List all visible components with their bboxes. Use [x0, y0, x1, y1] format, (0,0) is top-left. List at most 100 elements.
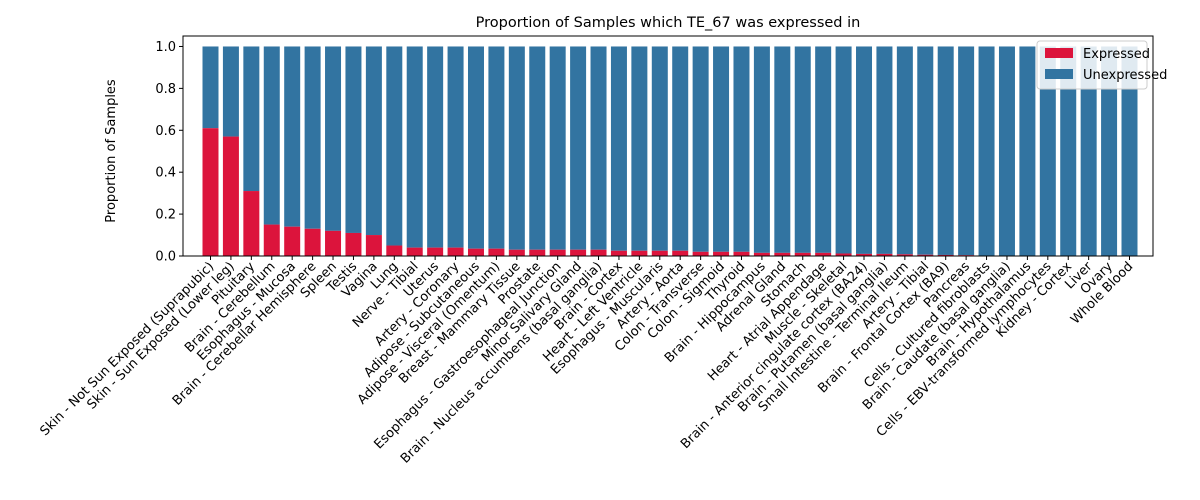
bar-expressed [590, 249, 607, 256]
bar-expressed [365, 235, 382, 256]
bars-layer [202, 46, 1138, 256]
bar-unexpressed [631, 46, 648, 251]
bar-unexpressed [222, 46, 239, 137]
bar-expressed [406, 247, 423, 256]
bar-unexpressed [937, 46, 954, 255]
chart-title: Proportion of Samples which TE_67 was ex… [476, 15, 861, 31]
bar-unexpressed [467, 46, 484, 249]
bar-expressed [610, 250, 627, 256]
bar-unexpressed [815, 46, 832, 253]
y-tick-label: 0.4 [155, 166, 176, 181]
bar-unexpressed [651, 46, 668, 251]
bar-expressed [570, 249, 587, 256]
bar-expressed [345, 232, 362, 256]
bar-expressed [713, 251, 730, 256]
bar-unexpressed [488, 46, 505, 249]
legend-label-unexpressed: Unexpressed [1083, 68, 1167, 83]
bar-expressed [467, 248, 484, 256]
bar-expressed [794, 252, 811, 256]
bar-expressed [386, 245, 403, 256]
bar-unexpressed [958, 46, 975, 256]
bar-expressed [549, 249, 566, 256]
bar-unexpressed [917, 46, 934, 255]
bar-expressed [447, 247, 464, 256]
bar-expressed [222, 136, 239, 256]
bar-expressed [774, 252, 791, 256]
bar-unexpressed [447, 46, 464, 248]
bar-unexpressed [1019, 46, 1036, 256]
bar-unexpressed [753, 46, 770, 253]
y-tick-label: 0.8 [155, 82, 176, 97]
legend: Expressed Unexpressed [1036, 40, 1167, 90]
bar-expressed [917, 254, 934, 256]
bar-unexpressed [406, 46, 423, 248]
bar-unexpressed [570, 46, 587, 250]
bar-expressed [651, 250, 668, 256]
legend-label-expressed: Expressed [1083, 47, 1150, 62]
bar-expressed [202, 128, 219, 256]
x-axis-ticks: Skin - Not Sun Exposed (Suprapubic)Skin … [37, 256, 1136, 467]
bar-expressed [896, 254, 913, 256]
bar-expressed [937, 254, 954, 256]
bar-unexpressed [794, 46, 811, 253]
bar-unexpressed [1101, 46, 1118, 256]
bar-unexpressed [692, 46, 709, 252]
bar-expressed [529, 249, 546, 256]
legend-swatch-expressed [1045, 48, 1073, 58]
y-tick-label: 0.2 [155, 208, 176, 223]
bar-expressed [753, 252, 770, 256]
bar-expressed [835, 253, 852, 256]
bar-expressed [692, 251, 709, 256]
bar-unexpressed [263, 46, 280, 225]
bar-expressed [325, 230, 342, 256]
bar-unexpressed [713, 46, 730, 252]
bar-expressed [488, 248, 505, 256]
y-tick-label: 0.0 [155, 250, 176, 265]
bar-unexpressed [1121, 46, 1138, 256]
bar-expressed [815, 252, 832, 256]
bar-expressed [733, 251, 750, 256]
bar-expressed [427, 247, 444, 256]
bar-unexpressed [1039, 46, 1056, 256]
bar-expressed [284, 226, 301, 256]
bar-expressed [672, 250, 689, 256]
bar-unexpressed [774, 46, 791, 253]
bar-unexpressed [590, 46, 607, 250]
bar-unexpressed [896, 46, 913, 255]
bar-unexpressed [386, 46, 403, 246]
bar-expressed [243, 191, 260, 256]
bar-unexpressed [733, 46, 750, 252]
bar-unexpressed [549, 46, 566, 250]
y-axis-ticks: 0.0 0.2 0.4 0.6 0.8 1.0 [155, 40, 183, 265]
bar-expressed [508, 249, 525, 256]
bar-unexpressed [876, 46, 893, 254]
y-tick-label: 0.6 [155, 124, 176, 139]
bar-unexpressed [508, 46, 525, 250]
bar-expressed [304, 228, 321, 256]
bar-unexpressed [365, 46, 382, 236]
bar-expressed [631, 250, 648, 256]
bar-unexpressed [672, 46, 689, 251]
bar-expressed [263, 224, 280, 256]
bar-unexpressed [345, 46, 362, 233]
bar-unexpressed [202, 46, 219, 129]
legend-swatch-unexpressed [1045, 69, 1073, 79]
bar-unexpressed [856, 46, 873, 254]
bar-unexpressed [427, 46, 444, 248]
bar-unexpressed [978, 46, 995, 256]
y-tick-label: 1.0 [155, 40, 176, 55]
plot-frame [182, 35, 1154, 257]
bar-unexpressed [284, 46, 301, 227]
bar-unexpressed [610, 46, 627, 251]
bar-expressed [856, 253, 873, 256]
bar-unexpressed [243, 46, 260, 192]
bar-unexpressed [325, 46, 342, 231]
bar-unexpressed [835, 46, 852, 254]
bar-unexpressed [1060, 46, 1077, 256]
bar-expressed [876, 253, 893, 256]
bar-unexpressed [1080, 46, 1097, 256]
y-axis-label: Proportion of Samples [104, 79, 119, 223]
bar-unexpressed [529, 46, 546, 250]
bar-unexpressed [304, 46, 321, 229]
